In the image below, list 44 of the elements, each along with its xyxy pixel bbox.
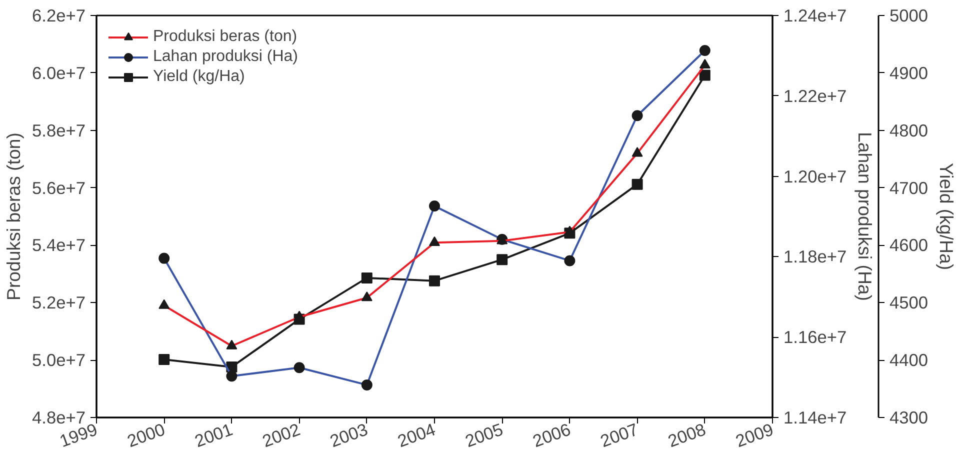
y2-tick-label: 1.18e+7 [784, 246, 847, 267]
y-tick-label: 5.4e+7 [32, 235, 86, 256]
x-tick-label: 2004 [394, 418, 438, 452]
y3-tick-label: 4800 [890, 120, 928, 140]
legend-label: Produksi beras (ton) [153, 28, 298, 46]
point [496, 254, 508, 266]
x-tick-label: 2008 [665, 419, 708, 452]
y-tick-label: 5.2e+7 [32, 292, 86, 313]
y-axis-title: Produksi beras (ton) [3, 132, 24, 300]
y2-tick-label: 1.20e+7 [784, 166, 847, 186]
y2-tick-label: 1.22e+7 [784, 86, 847, 106]
y3-tick-label: 4600 [890, 235, 928, 256]
legend-label: Yield (kg/Ha) [153, 68, 245, 86]
x-tick-label: 2009 [732, 419, 776, 452]
point [632, 178, 643, 190]
x-tick-label: 2002 [260, 419, 303, 452]
x-tick-label: 2007 [598, 419, 641, 452]
x-tick-label: 2003 [327, 419, 370, 452]
y2-axis-title: Lahan produksi (Ha) [854, 132, 876, 302]
y-tick-label: 4.8e+7 [32, 408, 86, 428]
y3-axis-title: Yield (kg/Ha) [936, 162, 958, 270]
y-tick-label: 6.2e+7 [32, 6, 86, 26]
y3-tick-label: 4400 [890, 350, 928, 370]
y-tick-label: 5.8e+7 [32, 120, 86, 140]
point [158, 354, 170, 365]
point [699, 70, 710, 81]
y3-tick-label: 4900 [890, 62, 928, 83]
point [429, 275, 440, 286]
y3-tick-label: 4500 [890, 292, 928, 313]
y2-tick-label: 1.24e+7 [784, 6, 847, 26]
x-tick-label: 2000 [124, 419, 168, 452]
x-tick-label: 2005 [462, 419, 506, 452]
x-tick-label: 2006 [530, 419, 574, 452]
y3-tick-label: 4300 [890, 408, 928, 428]
y-tick-label: 5.0e+7 [32, 350, 86, 370]
y-tick-label: 5.6e+7 [32, 178, 86, 198]
y2-tick-label: 1.16e+7 [784, 327, 847, 348]
y2-tick-label: 1.14e+7 [784, 408, 847, 428]
y-tick-label: 6.0e+7 [32, 62, 86, 83]
y3-tick-label: 5000 [890, 6, 928, 26]
y3-tick-label: 4700 [890, 178, 928, 198]
x-tick-label: 2001 [192, 419, 236, 452]
legend-label: Lahan produksi (Ha) [153, 48, 298, 66]
point [361, 272, 372, 284]
